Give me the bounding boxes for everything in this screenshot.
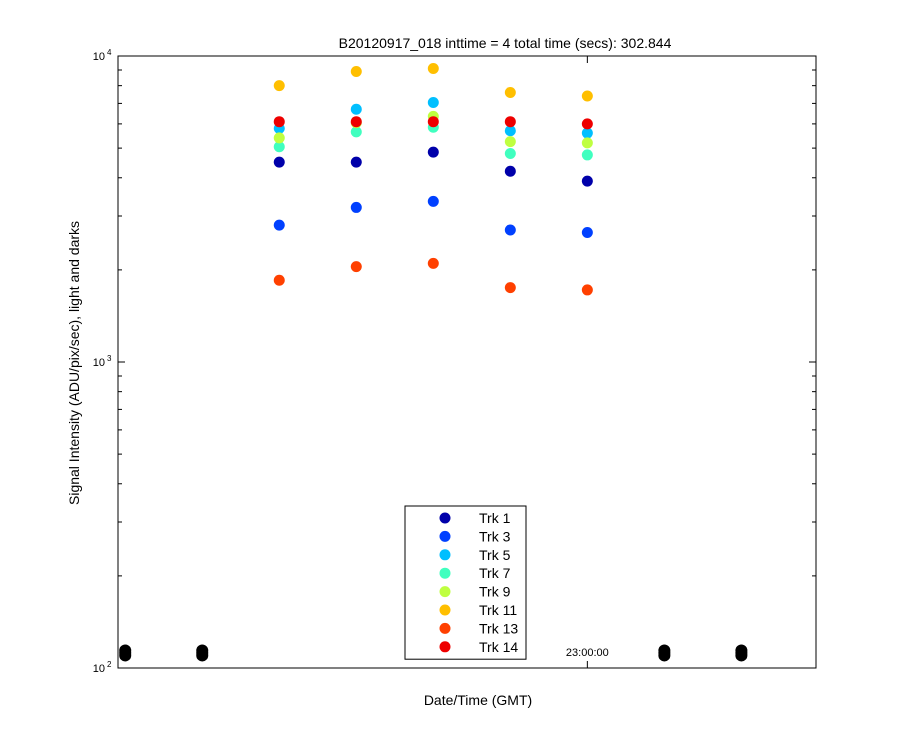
point-trk-5-5 — [581, 127, 593, 139]
legend-marker-trk-9 — [439, 586, 451, 598]
plot-area — [119, 63, 748, 662]
point-trk-13-5 — [581, 284, 593, 296]
legend-marker-trk-11 — [439, 604, 451, 616]
legend-label-trk-3: Trk 3 — [479, 528, 511, 544]
point-trk-5-4 — [504, 125, 516, 137]
point-trk-14-3 — [427, 116, 439, 128]
legend-label-trk-11: Trk 11 — [479, 602, 517, 618]
point-trk-13-2 — [350, 261, 362, 273]
legend-box — [404, 505, 527, 660]
point-trk-3-2 — [350, 201, 362, 213]
point-trk-5-2 — [350, 103, 362, 115]
legend-label-trk-7: Trk 7 — [479, 565, 511, 581]
legend-label-trk-14: Trk 14 — [479, 639, 518, 655]
legend-label-trk-1: Trk 1 — [479, 510, 511, 526]
point-trk-7-5 — [581, 149, 593, 161]
y-tick-label-base-1: 10 — [93, 663, 105, 675]
point-trk-11-4 — [504, 86, 516, 98]
legend-marker-trk-13 — [439, 622, 451, 634]
legend-marker-trk-7 — [439, 567, 451, 579]
point-trk-13-3 — [427, 257, 439, 269]
x-axis-label: Date/Time (GMT) — [424, 692, 532, 708]
legend-label-trk-13: Trk 13 — [479, 620, 518, 636]
y-axis-label: Signal Intensity (ADU/pix/sec), light an… — [66, 221, 82, 505]
legend-marker-trk-14 — [439, 641, 451, 653]
point-trk-5-3 — [427, 96, 439, 108]
point-trk-3-3 — [427, 195, 439, 207]
y-tick-label-base-2: 10 — [93, 357, 105, 369]
point-trk-7-1 — [273, 141, 285, 153]
point-trk-9-5 — [581, 137, 593, 149]
point-trk-9-1 — [273, 132, 285, 144]
point-trk-3-5 — [581, 226, 593, 238]
point-trk-7-2 — [350, 126, 362, 138]
y-tick-label-base-3: 10 — [93, 51, 105, 63]
point-trk-11-5 — [581, 90, 593, 102]
dark-point-4-3 — [735, 649, 748, 662]
point-trk-1-1 — [273, 156, 285, 168]
point-trk-14-5 — [581, 118, 593, 130]
point-trk-3-1 — [273, 219, 285, 231]
point-trk-13-1 — [273, 274, 285, 286]
point-trk-1-4 — [504, 165, 516, 177]
legend-marker-trk-1 — [439, 512, 451, 524]
dark-point-3-3 — [658, 649, 671, 662]
legend-marker-trk-3 — [439, 530, 451, 542]
y-tick-label-exp-1: 2 — [107, 660, 112, 669]
point-trk-14-2 — [350, 116, 362, 128]
point-trk-7-4 — [504, 148, 516, 160]
legend-label-trk-5: Trk 5 — [479, 547, 511, 563]
chart-title: B20120917_018 inttime = 4 total time (se… — [339, 35, 672, 51]
legend-marker-trk-5 — [439, 549, 451, 561]
point-trk-11-1 — [273, 80, 285, 92]
legend: Trk 1 Trk 3 Trk 5 Trk 7 Trk 9 Trk 11 Trk 13 Trk… — [404, 505, 527, 660]
dark-point-2-3 — [196, 649, 209, 662]
point-trk-3-4 — [504, 224, 516, 236]
point-trk-14-1 — [273, 116, 285, 128]
point-trk-13-4 — [504, 282, 516, 294]
legend-label-trk-9: Trk 9 — [479, 584, 511, 600]
dark-point-1-3 — [119, 649, 132, 662]
y-tick-label-exp-2: 3 — [107, 354, 112, 363]
point-trk-1-2 — [350, 156, 362, 168]
x-tick-label-1: 23:00:00 — [566, 647, 609, 659]
y-tick-label-exp-3: 4 — [107, 48, 112, 57]
point-trk-1-3 — [427, 146, 439, 158]
point-trk-11-3 — [427, 63, 439, 75]
point-trk-14-4 — [504, 116, 516, 128]
point-trk-9-4 — [504, 136, 516, 148]
point-trk-1-5 — [581, 175, 593, 187]
point-trk-11-2 — [350, 65, 362, 77]
